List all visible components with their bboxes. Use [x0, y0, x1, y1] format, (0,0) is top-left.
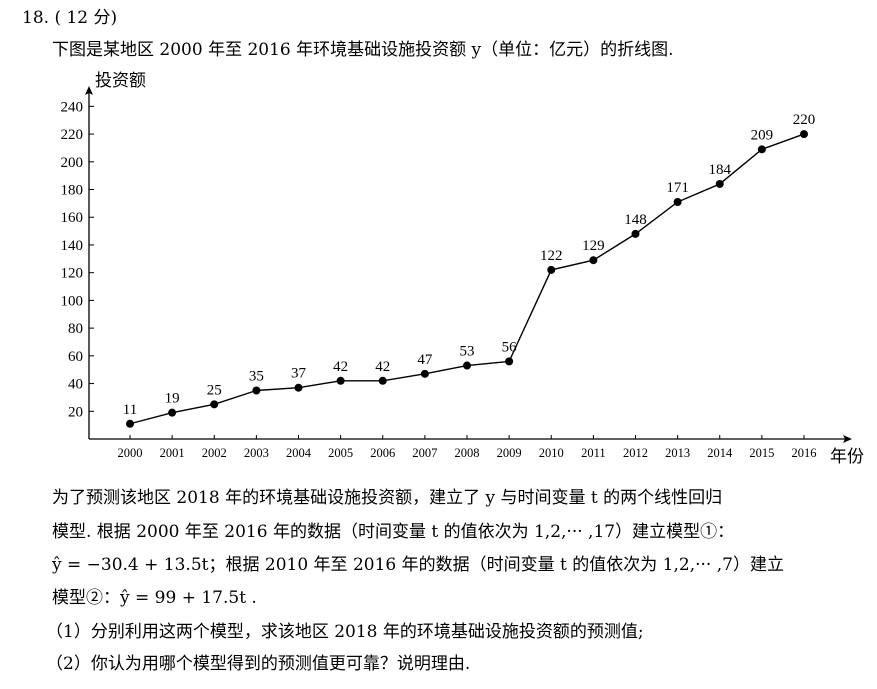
paragraph-line-1: 为了预测该地区 2018 年的环境基础设施投资额，建立了 y 与时间变量 t 的… — [52, 488, 723, 508]
y-tick-label: 80 — [68, 321, 83, 337]
y-tick-label: 160 — [61, 210, 84, 226]
data-point — [378, 376, 387, 385]
x-tick-label: 2004 — [286, 446, 312, 460]
data-label: 148 — [624, 212, 647, 228]
y-axis-arrow-icon — [85, 86, 93, 95]
y-tick-label: 20 — [68, 404, 83, 420]
data-label: 171 — [666, 180, 689, 196]
data-label: 184 — [709, 162, 732, 178]
question-1: （1）分别利用这两个模型，求该地区 2018 年的环境基础设施投资额的预测值; — [46, 622, 644, 642]
x-tick-label: 2011 — [581, 446, 606, 460]
x-tick-label: 2002 — [202, 446, 227, 460]
data-label: 53 — [460, 344, 475, 360]
x-tick-label: 2010 — [539, 446, 564, 460]
data-label: 35 — [249, 368, 264, 384]
data-point — [294, 383, 303, 392]
data-point — [589, 256, 598, 265]
paragraph-line-2: 模型. 根据 2000 年至 2016 年的数据（时间变量 t 的值依次为 1,… — [52, 522, 735, 542]
y-tick-label: 180 — [61, 183, 84, 199]
x-tick-label: 2009 — [497, 446, 522, 460]
y-axis-label: 投资额 — [95, 71, 146, 90]
data-label: 47 — [417, 352, 433, 368]
data-point — [715, 179, 724, 188]
x-tick-label: 2003 — [244, 446, 269, 460]
paragraph-line-4: 模型②：ŷ = 99 + 17.5t . — [52, 588, 257, 608]
problem-number: 18. ( 12 分) — [22, 8, 118, 28]
data-point — [673, 197, 682, 206]
x-axis-label: 年份 — [830, 447, 864, 466]
x-tick-label: 2016 — [792, 446, 817, 460]
x-tick-label: 2007 — [412, 446, 437, 460]
y-tick-label: 240 — [61, 99, 84, 115]
data-label: 25 — [207, 382, 222, 398]
data-label: 220 — [793, 112, 816, 128]
x-tick-label: 2006 — [370, 446, 395, 460]
x-tick-label: 2008 — [455, 446, 480, 460]
data-point — [547, 265, 556, 274]
data-point — [420, 369, 429, 378]
x-tick-label: 2000 — [118, 446, 143, 460]
y-tick-label: 40 — [68, 377, 83, 393]
data-point — [463, 361, 471, 370]
x-tick-label: 2001 — [160, 446, 185, 460]
data-label: 209 — [751, 127, 774, 143]
x-axis-arrow-icon — [843, 435, 852, 443]
data-point — [631, 229, 640, 238]
data-point — [210, 400, 219, 409]
problem-intro: 下图是某地区 2000 年至 2016 年环境基础设施投资额 y（单位：亿元）的… — [52, 40, 674, 60]
data-point — [168, 408, 177, 417]
data-label: 42 — [333, 359, 348, 375]
y-tick-label: 100 — [61, 293, 84, 309]
data-label: 42 — [375, 359, 390, 375]
y-tick-label: 60 — [68, 349, 83, 365]
y-tick-label: 140 — [61, 238, 84, 254]
data-point — [505, 357, 514, 366]
y-tick-label: 120 — [61, 266, 84, 282]
x-tick-label: 2005 — [328, 446, 353, 460]
x-tick-label: 2012 — [623, 446, 648, 460]
data-point — [800, 130, 808, 139]
paragraph-line-3: ŷ = −30.4 + 13.5t；根据 2010 年至 2016 年的数据（时… — [52, 555, 784, 575]
series-line — [129, 133, 805, 425]
data-label: 122 — [540, 248, 563, 264]
data-label: 11 — [123, 402, 137, 418]
x-tick-label: 2015 — [749, 446, 774, 460]
question-2: （2）你认为用哪个模型得到的预测值更可靠？说明理由. — [46, 654, 471, 674]
problem-score: ( 12 分) — [54, 8, 118, 28]
data-point — [336, 376, 345, 385]
y-tick-label: 220 — [61, 127, 84, 143]
data-label: 56 — [502, 339, 518, 355]
y-tick-label: 200 — [61, 155, 84, 171]
data-label: 129 — [582, 238, 605, 254]
data-label: 37 — [291, 366, 307, 382]
x-tick-label: 2013 — [665, 446, 690, 460]
data-point — [252, 386, 261, 395]
x-tick-label: 2014 — [707, 446, 733, 460]
data-point — [757, 145, 766, 154]
data-label: 19 — [165, 391, 180, 407]
data-point — [126, 419, 134, 428]
